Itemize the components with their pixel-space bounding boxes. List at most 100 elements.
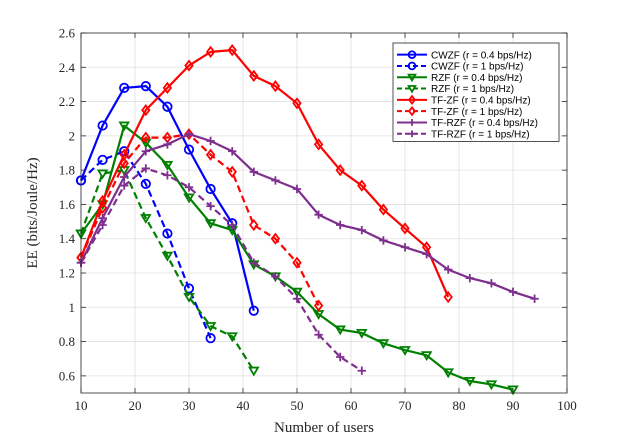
data-point — [162, 81, 173, 94]
data-point — [508, 287, 518, 297]
data-point — [141, 147, 150, 156]
x-tick-label: 40 — [237, 398, 250, 413]
x-axis-label: Number of users — [274, 420, 374, 436]
legend-label: RZF (r = 1 bps/Hz) — [431, 84, 514, 95]
y-tick-label: 2.6 — [59, 26, 76, 41]
data-point — [270, 80, 281, 93]
legend-label: TF-RZF (r = 1 bps/Hz) — [431, 129, 530, 140]
y-tick-label: 1.4 — [59, 231, 76, 246]
data-point — [204, 322, 217, 332]
data-point — [313, 299, 324, 312]
data-point — [377, 339, 390, 350]
data-point — [292, 184, 302, 194]
data-point — [485, 380, 498, 391]
data-point — [249, 69, 259, 82]
data-point — [444, 265, 453, 274]
data-point — [161, 160, 174, 171]
data-point — [336, 220, 345, 230]
data-point — [140, 214, 152, 224]
data-point — [120, 181, 129, 190]
data-point — [184, 183, 194, 192]
x-tick-label: 10 — [75, 398, 88, 413]
x-tick-label: 70 — [399, 398, 412, 413]
data-point — [119, 157, 129, 170]
data-point — [248, 366, 260, 377]
data-point — [184, 59, 194, 72]
data-point — [141, 131, 151, 144]
legend-label: CWZF (r = 0.4 bps/Hz) — [431, 50, 532, 61]
legend-item: TF-ZF (r = 0.4 bps/Hz) — [397, 94, 531, 106]
legend-marker — [407, 85, 417, 94]
data-point — [163, 171, 172, 180]
y-tick-label: 0.8 — [59, 334, 75, 349]
data-point — [98, 220, 107, 230]
data-point — [314, 330, 323, 339]
series-7 — [76, 164, 366, 375]
x-tick-label: 90 — [507, 398, 520, 413]
data-point — [227, 44, 237, 57]
data-point — [163, 140, 172, 149]
legend-marker — [408, 119, 416, 126]
data-point — [228, 220, 237, 230]
legend-box — [392, 42, 560, 142]
y-tick-label: 1.8 — [59, 163, 75, 178]
series-3 — [75, 166, 260, 377]
legend-marker — [407, 50, 417, 59]
legend-item: TF-ZF (r = 1 bps/Hz) — [397, 105, 522, 118]
data-point — [271, 272, 280, 281]
data-point — [422, 249, 431, 259]
y-tick-label: 1.6 — [59, 197, 76, 212]
data-point — [249, 167, 258, 177]
grid-lines — [80, 32, 568, 393]
data-point — [442, 368, 454, 379]
data-point — [183, 193, 195, 204]
data-point — [141, 104, 151, 117]
data-point — [205, 148, 216, 161]
legend-marker — [408, 130, 416, 138]
data-point — [140, 138, 152, 149]
y-axis-ticks: 0.6 0.8 1 1.2 1.4 1.6 1.8 2 2.2 2.4 2.6 — [59, 26, 567, 383]
data-point — [399, 346, 411, 356]
data-point — [378, 203, 389, 216]
legend-marker — [407, 105, 417, 117]
series-line — [79, 133, 320, 307]
legend-item: RZF (r = 0.4 bps/Hz) — [397, 73, 522, 84]
data-point — [162, 101, 173, 112]
legend-label: CWZF (r = 1 bps/Hz) — [431, 62, 524, 73]
x-tick-label: 80 — [453, 398, 466, 413]
data-point — [335, 164, 345, 177]
series-line — [79, 84, 255, 311]
data-point — [205, 45, 216, 58]
series-line — [80, 167, 363, 372]
data-point — [270, 232, 281, 245]
data-point — [141, 164, 150, 173]
data-point — [400, 243, 410, 252]
data-point — [119, 82, 130, 93]
legend-item: TF-RZF (r = 1 bps/Hz) — [397, 129, 530, 140]
data-point — [507, 385, 519, 396]
series-6 — [76, 129, 539, 303]
y-tick-label: 1 — [69, 300, 76, 315]
data-point — [487, 279, 496, 288]
legend-label: RZF (r = 0.4 bps/Hz) — [431, 73, 522, 84]
data-point — [292, 294, 302, 303]
data-point — [184, 129, 194, 139]
x-axis-ticks: 10 20 30 40 50 60 70 80 90 100 — [75, 33, 577, 413]
data-point — [292, 97, 302, 110]
y-tick-label: 2.4 — [59, 60, 76, 75]
data-point — [249, 218, 259, 232]
data-point — [420, 351, 433, 362]
y-tick-label: 2.2 — [59, 94, 75, 109]
data-point — [140, 178, 151, 189]
data-point — [97, 154, 108, 165]
data-point — [226, 332, 238, 343]
data-point — [443, 290, 453, 304]
data-point — [249, 258, 258, 267]
series-line — [80, 133, 535, 300]
legend-item: CWZF (r = 1 bps/Hz) — [397, 62, 524, 73]
data-point — [464, 376, 476, 387]
x-tick-label: 50 — [291, 398, 304, 413]
data-point — [357, 179, 367, 192]
data-point — [465, 273, 474, 283]
data-point — [161, 251, 174, 262]
